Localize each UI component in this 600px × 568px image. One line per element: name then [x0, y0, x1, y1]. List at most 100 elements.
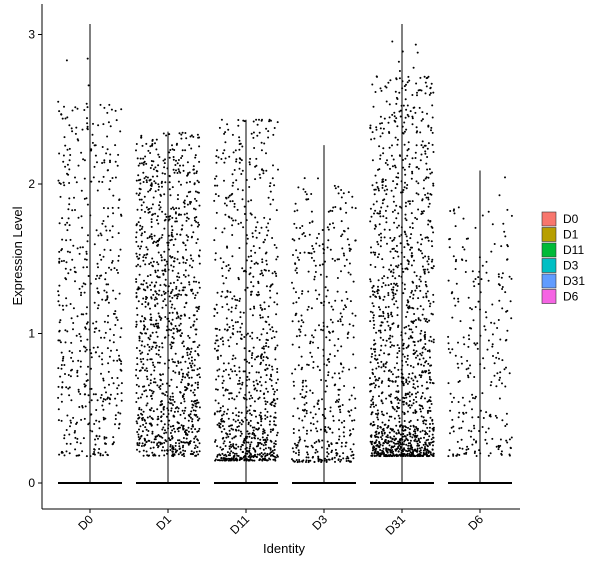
data-point	[216, 184, 219, 187]
data-point	[57, 419, 60, 422]
data-point	[163, 227, 166, 230]
data-point	[387, 377, 390, 380]
data-point	[242, 370, 245, 373]
data-point	[234, 370, 237, 373]
data-point	[254, 165, 257, 168]
data-point	[248, 432, 251, 435]
x-tick-label: D6	[465, 512, 486, 533]
data-point	[426, 156, 429, 158]
data-point	[458, 447, 461, 450]
data-point	[99, 254, 101, 256]
data-point	[316, 365, 319, 368]
data-point	[158, 208, 161, 211]
data-point	[74, 106, 77, 109]
data-point	[403, 230, 406, 233]
data-point	[369, 263, 372, 266]
data-point	[395, 282, 398, 285]
data-point	[269, 203, 272, 206]
data-point	[149, 152, 152, 154]
data-point	[273, 448, 276, 451]
data-point	[395, 217, 398, 220]
data-point	[162, 426, 165, 429]
data-point	[302, 188, 305, 191]
data-point	[391, 291, 394, 294]
data-point	[503, 230, 506, 233]
data-point	[241, 198, 244, 201]
data-point	[74, 176, 76, 179]
data-point	[406, 392, 409, 395]
data-point	[145, 298, 147, 301]
data-point	[425, 285, 428, 288]
data-point	[506, 441, 509, 444]
data-point	[395, 244, 398, 247]
data-point	[189, 440, 192, 443]
data-point	[190, 224, 193, 227]
data-point	[250, 356, 253, 359]
data-point	[391, 165, 394, 168]
data-point	[181, 372, 184, 375]
data-point	[499, 371, 502, 374]
data-point	[112, 441, 115, 444]
data-point	[238, 300, 241, 302]
data-point	[142, 256, 145, 259]
data-point	[65, 59, 68, 62]
data-point	[415, 426, 417, 428]
data-point	[294, 368, 297, 371]
data-point	[261, 258, 264, 261]
data-point	[240, 173, 243, 175]
data-point	[303, 439, 306, 442]
data-point	[101, 363, 104, 366]
data-point	[235, 342, 238, 345]
data-point	[270, 379, 273, 382]
data-point	[215, 303, 218, 306]
data-point	[399, 424, 402, 427]
data-point	[181, 409, 184, 412]
data-point	[411, 448, 414, 451]
data-point	[138, 349, 141, 352]
data-point	[425, 162, 428, 165]
data-point	[241, 322, 243, 325]
data-point	[369, 124, 372, 127]
data-point	[505, 366, 507, 369]
data-point	[228, 345, 231, 348]
data-point	[419, 332, 422, 335]
data-point	[231, 184, 234, 187]
data-point	[241, 169, 244, 172]
data-point	[317, 346, 320, 349]
data-point	[346, 297, 349, 300]
data-point	[381, 444, 384, 447]
data-point	[382, 199, 384, 202]
data-point	[337, 393, 340, 396]
data-point	[369, 361, 372, 364]
data-point	[448, 246, 451, 249]
data-point	[470, 430, 473, 433]
data-point	[247, 421, 250, 424]
data-point	[265, 127, 268, 130]
data-point	[80, 313, 83, 316]
data-point	[376, 413, 379, 416]
data-point	[157, 263, 160, 266]
data-point	[412, 402, 415, 405]
data-point	[229, 452, 231, 455]
data-point	[265, 226, 268, 229]
data-point	[298, 460, 301, 463]
data-point	[407, 324, 410, 327]
data-point	[175, 287, 178, 290]
data-point	[213, 347, 216, 350]
data-point	[114, 176, 117, 179]
data-point	[307, 305, 310, 308]
data-point	[190, 366, 193, 369]
data-point	[310, 193, 313, 195]
data-point	[169, 149, 172, 151]
data-point	[406, 311, 409, 314]
data-point	[66, 221, 69, 224]
data-point	[120, 362, 123, 365]
data-point	[465, 368, 468, 371]
data-point	[235, 160, 238, 163]
data-point	[235, 179, 238, 182]
data-point	[375, 430, 378, 433]
data-point	[351, 419, 354, 422]
data-point	[255, 456, 258, 459]
data-point	[411, 227, 414, 229]
data-point	[67, 173, 70, 176]
